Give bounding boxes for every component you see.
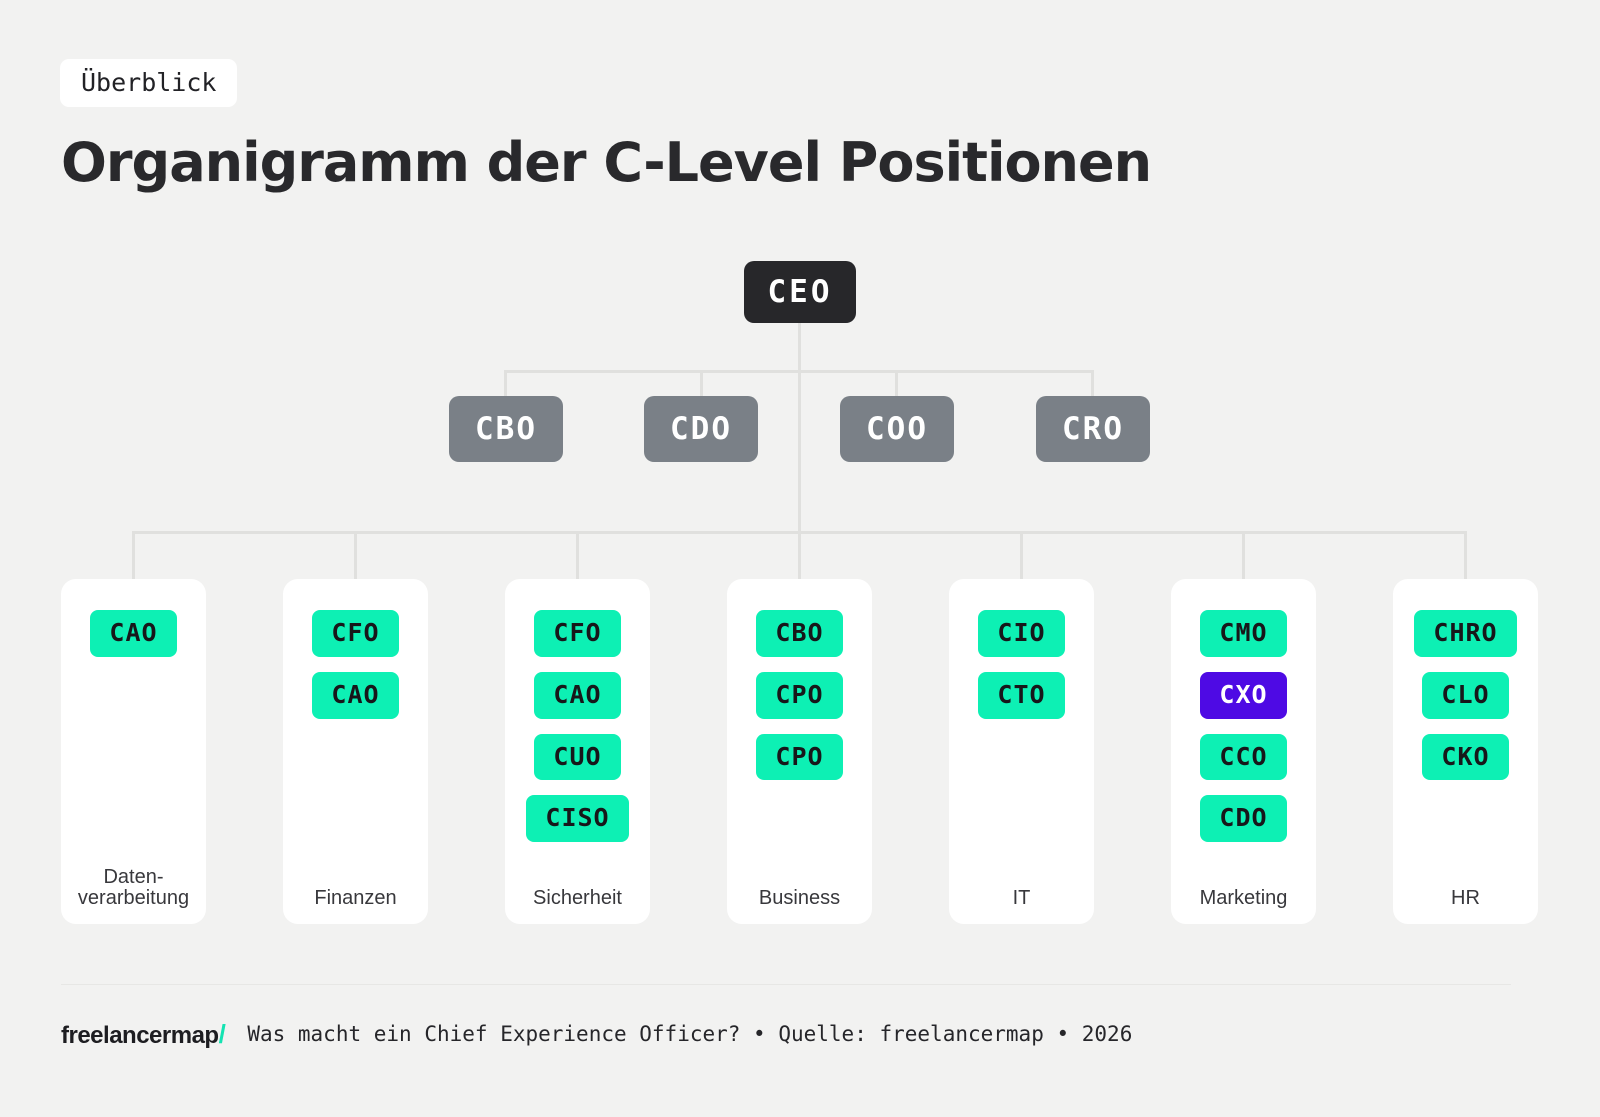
- logo-text: freelancermap: [61, 1021, 219, 1049]
- department-label: Sicherheit: [533, 887, 622, 910]
- department-card-business: CBO CPO CPO Business: [727, 579, 872, 924]
- role-chip-highlighted: CXO: [1200, 671, 1287, 719]
- role-chip: CAO: [90, 610, 177, 657]
- connector-level3-stub: [1242, 531, 1245, 579]
- org-node-cro: CRO: [1036, 396, 1150, 462]
- department-label: Business: [758, 887, 841, 910]
- logo-slash: /: [218, 1018, 226, 1049]
- department-label: IT: [1012, 887, 1031, 910]
- role-chip: CISO: [526, 795, 629, 842]
- connector-level3-stub: [1464, 531, 1467, 579]
- role-list: CAO: [61, 579, 206, 657]
- footer: freelancermap/ Was macht ein Chief Exper…: [61, 1012, 1132, 1056]
- role-list: CFO CAO CUO CISO: [505, 579, 650, 842]
- connector-root-vertical: [798, 323, 801, 534]
- role-chip: CMO: [1200, 610, 1287, 657]
- role-list: CFO CAO: [283, 579, 428, 719]
- connector-level2-stub: [700, 370, 703, 396]
- department-card-marketing: CMO CXO CCO CDO Marketing: [1171, 579, 1316, 924]
- connector-level3-stub: [1020, 531, 1023, 579]
- role-chip: CAO: [534, 671, 621, 719]
- role-chip: CKO: [1422, 733, 1509, 781]
- role-list: CIO CTO: [949, 579, 1094, 719]
- footer-divider: [61, 984, 1511, 985]
- role-list: CHRO CLO CKO: [1393, 579, 1538, 781]
- role-chip: CPO: [756, 733, 843, 781]
- department-label: HR: [1451, 887, 1480, 910]
- connector-level2-stub: [895, 370, 898, 396]
- connector-level3-stub: [354, 531, 357, 579]
- connector-level3-stub: [798, 531, 801, 579]
- role-chip: CCO: [1200, 733, 1287, 781]
- connector-level2-stub: [504, 370, 507, 396]
- role-chip: CIO: [978, 610, 1065, 657]
- footer-caption: Was macht ein Chief Experience Officer? …: [247, 1022, 1133, 1046]
- role-chip: CDO: [1200, 795, 1287, 842]
- department-card-sicherheit: CFO CAO CUO CISO Sicherheit: [505, 579, 650, 924]
- role-chip: CAO: [312, 671, 399, 719]
- connector-level3-stub: [132, 531, 135, 579]
- department-card-hr: CHRO CLO CKO HR: [1393, 579, 1538, 924]
- role-list: CMO CXO CCO CDO: [1171, 579, 1316, 842]
- org-node-cbo: CBO: [449, 396, 563, 462]
- connector-level2-horizontal: [504, 370, 1094, 373]
- role-chip: CPO: [756, 671, 843, 719]
- org-node-coo: COO: [840, 396, 954, 462]
- role-chip: CLO: [1422, 671, 1509, 719]
- overview-badge: Überblick: [60, 59, 238, 107]
- page-title: Organigramm der C-Level Positionen: [61, 131, 1152, 194]
- role-list: CBO CPO CPO: [727, 579, 872, 781]
- department-label: Finanzen: [314, 887, 397, 910]
- role-chip: CBO: [756, 610, 843, 657]
- department-card-finanzen: CFO CAO Finanzen: [283, 579, 428, 924]
- department-label: Marketing: [1199, 887, 1288, 910]
- freelancermap-logo: freelancermap/: [61, 1018, 226, 1050]
- role-chip: CTO: [978, 671, 1065, 719]
- department-card-it: CIO CTO IT: [949, 579, 1094, 924]
- role-chip: CFO: [312, 610, 399, 657]
- connector-level3-stub: [576, 531, 579, 579]
- org-node-ceo: CEO: [744, 261, 856, 323]
- connector-level2-stub: [1091, 370, 1094, 396]
- department-label: Daten- verarbeitung: [77, 865, 190, 910]
- role-chip: CFO: [534, 610, 621, 657]
- department-card-datenverarbeitung: CAO Daten- verarbeitung: [61, 579, 206, 924]
- role-chip: CUO: [534, 733, 621, 781]
- org-node-cdo: CDO: [644, 396, 758, 462]
- role-chip: CHRO: [1414, 610, 1517, 657]
